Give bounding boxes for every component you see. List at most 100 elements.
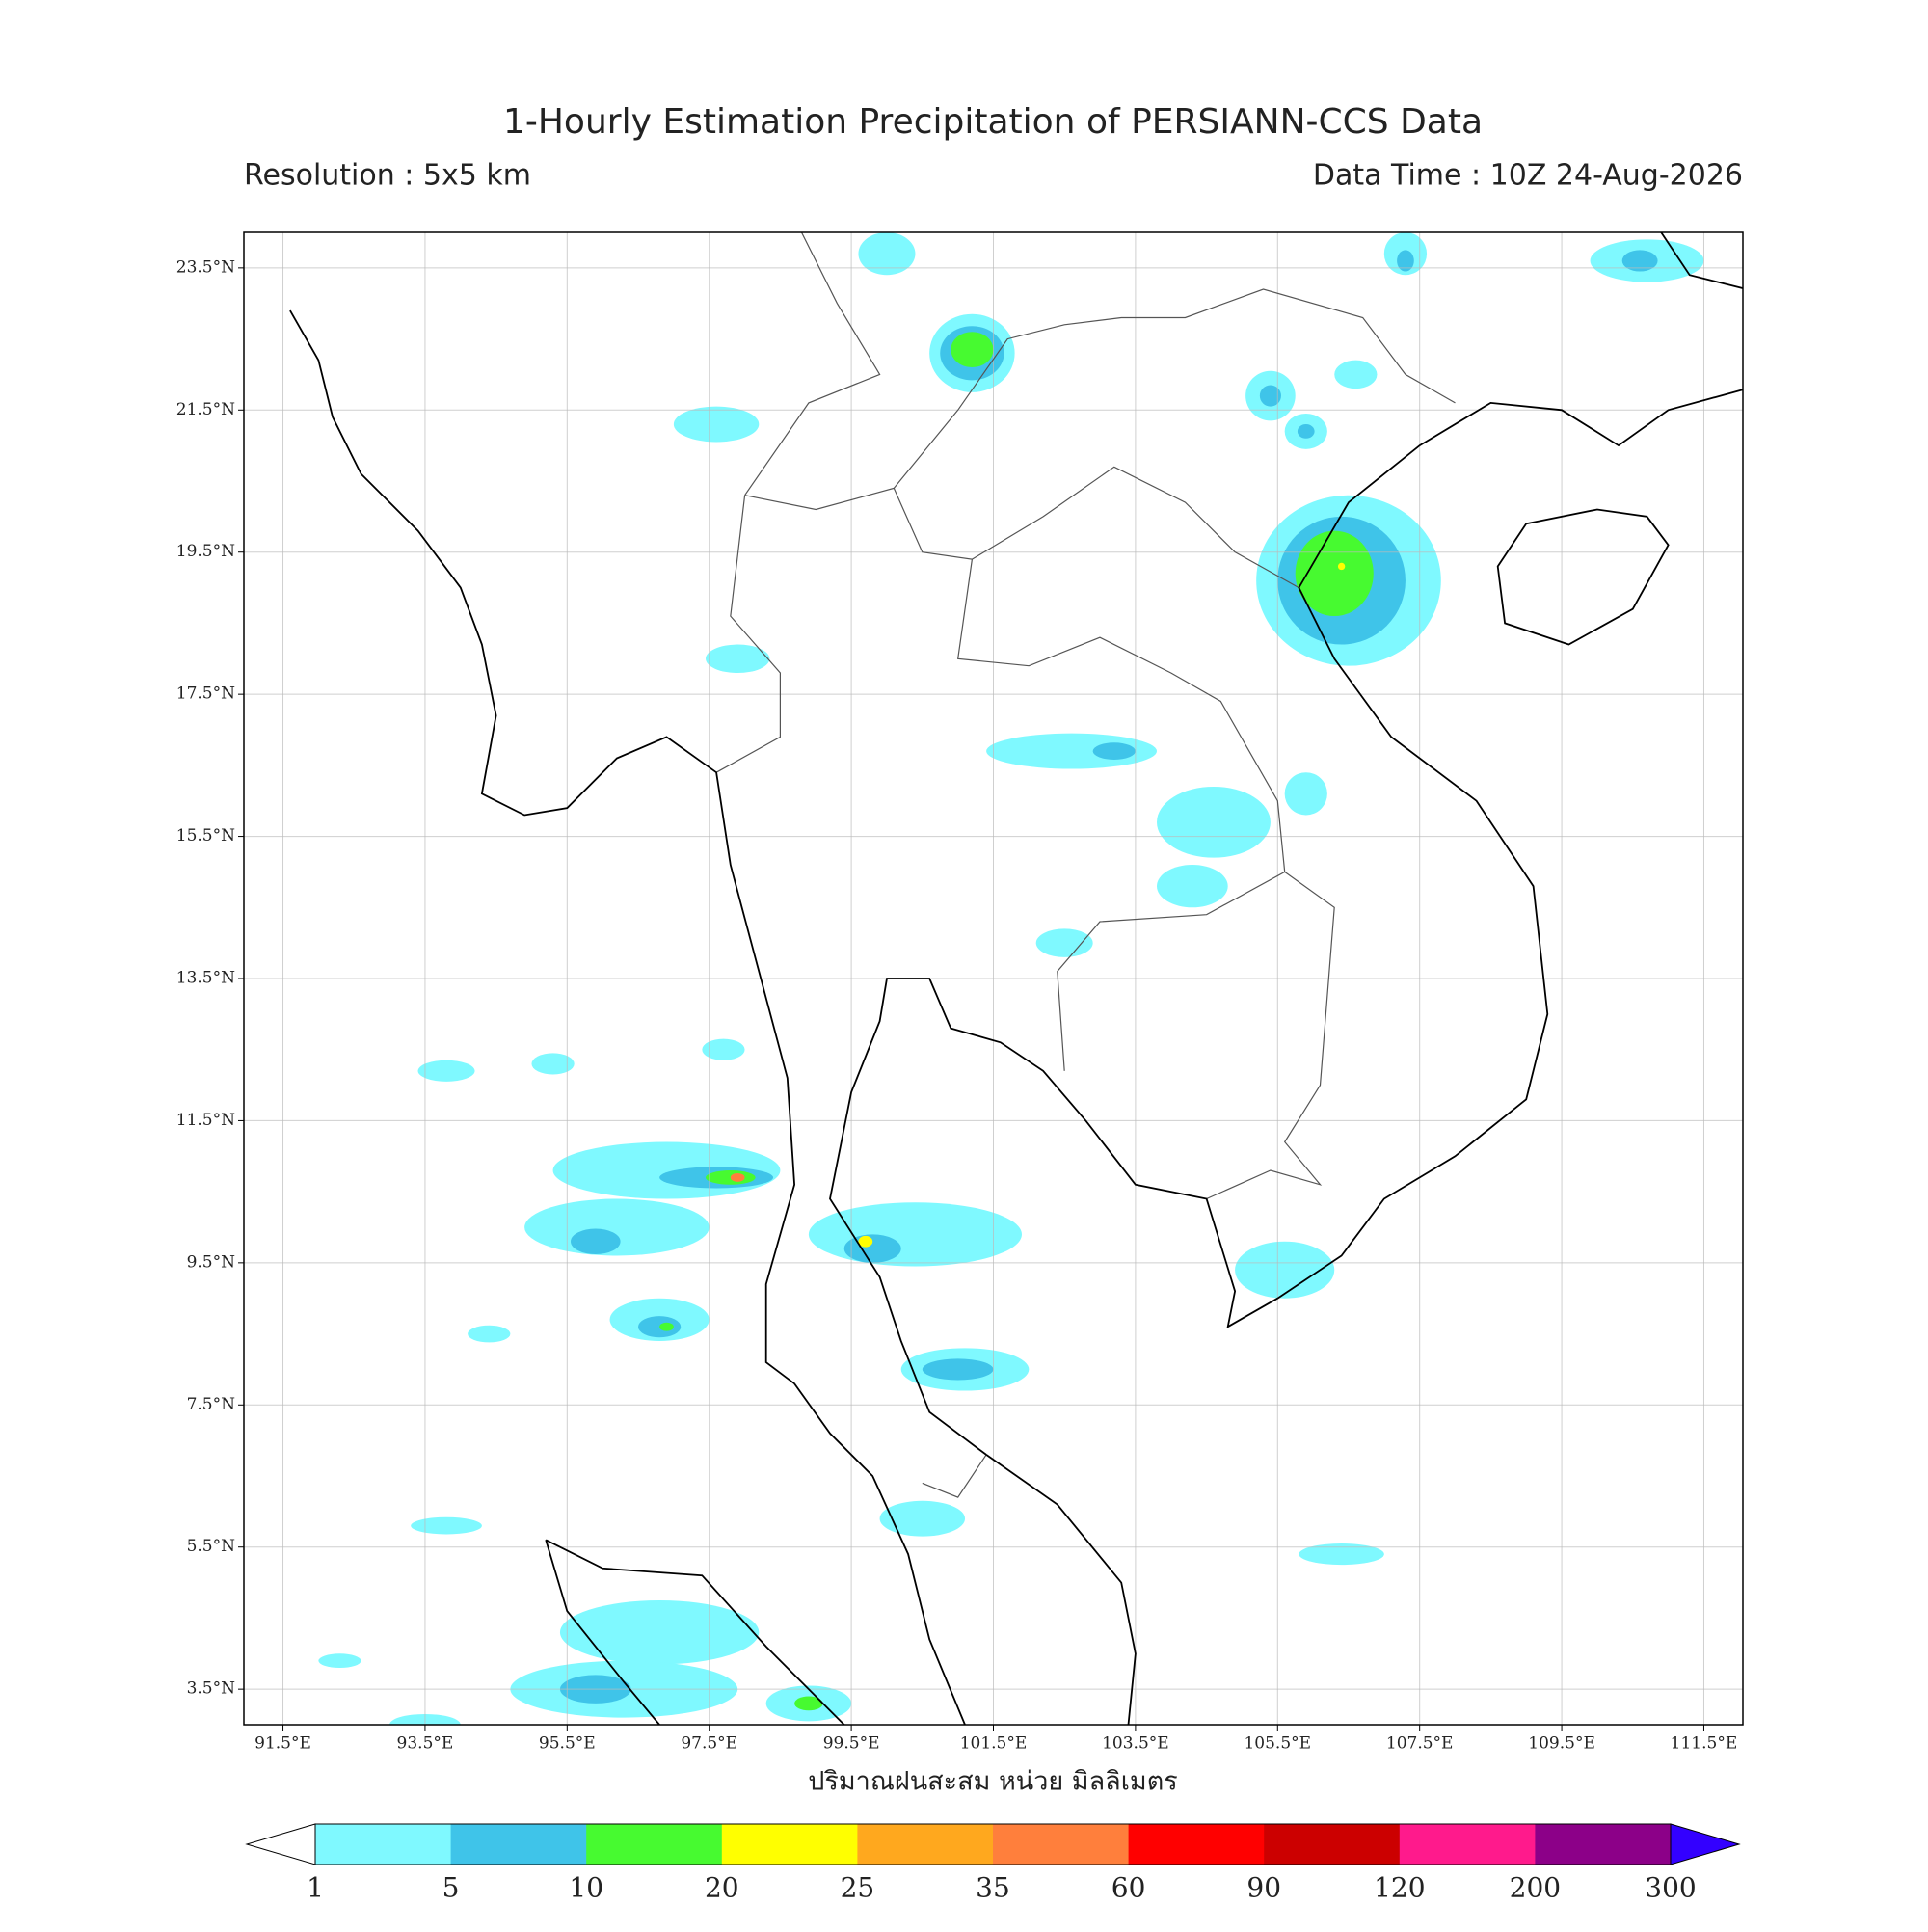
precip-area	[922, 1358, 994, 1381]
colorbar: 1 5 10 20 25 35 60 90 120 200 300	[245, 1823, 1741, 1904]
precip-area	[706, 1170, 756, 1185]
colorbar-tick-label: 1	[307, 1872, 324, 1904]
lon-tick-label: 93.5°E	[397, 1734, 454, 1754]
lat-tick-label: 23.5°N	[176, 257, 235, 277]
lon-tick-label: 97.5°E	[681, 1734, 737, 1754]
colorbar-swatch	[315, 1824, 452, 1865]
colorbar-tick-label: 35	[976, 1872, 1010, 1904]
precip-area	[858, 1235, 873, 1248]
lon-tick-label: 105.5°E	[1244, 1734, 1311, 1754]
colorbar-swatch	[993, 1824, 1130, 1865]
lon-tick-label: 91.5°E	[254, 1734, 311, 1754]
coastline	[985, 1454, 1137, 1725]
colorbar-swatch	[450, 1824, 587, 1865]
data-time: Data Time : 10Z 24-Aug-2026	[1313, 159, 1743, 193]
colorbar-frame	[314, 1823, 1672, 1865]
precip-area	[1035, 928, 1093, 957]
precip-area	[706, 644, 770, 674]
coastline	[829, 389, 1743, 1456]
precip-area	[951, 332, 994, 368]
colorbar-swatch	[1128, 1824, 1265, 1865]
colorbar-tick-label: 5	[442, 1872, 460, 1904]
colorbar-over	[1670, 1823, 1741, 1865]
precip-area	[1299, 1543, 1384, 1566]
precip-area	[986, 733, 1158, 769]
lat-tick-label: 5.5°N	[187, 1537, 236, 1556]
colorbar-tick-label: 60	[1111, 1872, 1146, 1904]
precip-area	[858, 232, 916, 276]
coastline	[289, 309, 966, 1725]
lat-tick-label: 7.5°N	[187, 1395, 236, 1414]
border	[744, 232, 881, 496]
colorbar-swatch	[586, 1824, 723, 1865]
precip-area	[1157, 865, 1228, 908]
border	[1206, 871, 1335, 1200]
precip-area	[1157, 786, 1271, 858]
coastline	[1660, 232, 1743, 289]
colorbar-tick-label: 25	[841, 1872, 875, 1904]
coastline	[1496, 508, 1670, 646]
precip-area	[468, 1325, 511, 1343]
lon-tick-label: 107.5°E	[1386, 1734, 1454, 1754]
colorbar-swatch	[721, 1824, 858, 1865]
lon-tick-label: 95.5°E	[539, 1734, 596, 1754]
colorbar-swatch	[1399, 1824, 1536, 1865]
lat-tick-label: 21.5°N	[176, 400, 235, 419]
colorbar-tick-label: 90	[1246, 1872, 1281, 1904]
colorbar-tick-label: 300	[1645, 1872, 1696, 1904]
precip-area	[1235, 1241, 1335, 1299]
resolution: Resolution : 5x5 km	[244, 159, 531, 193]
precip-area	[1334, 360, 1378, 389]
precip-area	[318, 1653, 362, 1669]
precip-area	[702, 1038, 745, 1060]
precip-area	[571, 1228, 621, 1255]
precip-area	[411, 1516, 482, 1535]
colorbar-tick-label: 10	[569, 1872, 603, 1904]
lon-tick-label: 103.5°E	[1102, 1734, 1169, 1754]
precip-area	[1284, 772, 1327, 816]
lat-tick-label: 11.5°N	[176, 1111, 235, 1130]
precip-area	[559, 1600, 760, 1665]
precip-area	[659, 1322, 674, 1331]
lon-tick-label: 111.5°E	[1671, 1734, 1738, 1754]
precip-area	[1621, 250, 1658, 272]
precip-area	[673, 406, 760, 443]
border	[715, 495, 781, 773]
border	[744, 487, 1286, 1071]
colorbar-swatch	[1535, 1824, 1672, 1865]
border	[972, 466, 1299, 589]
precip-area	[417, 1060, 475, 1082]
precip-area	[1092, 742, 1136, 760]
title: 1-Hourly Estimation Precipitation of PER…	[503, 102, 1483, 142]
precip-area	[531, 1053, 575, 1075]
colorbar-tick-label: 200	[1510, 1872, 1561, 1904]
lon-tick-label: 109.5°E	[1528, 1734, 1595, 1754]
map-area	[244, 232, 1743, 1725]
lat-tick-label: 19.5°N	[176, 542, 235, 561]
lon-tick-label: 101.5°E	[960, 1734, 1028, 1754]
colorbar-tick-label: 120	[1374, 1872, 1425, 1904]
precip-area	[1259, 385, 1281, 407]
precip-area	[794, 1696, 823, 1711]
lat-tick-label: 9.5°N	[187, 1252, 236, 1272]
colorbar-swatch	[857, 1824, 994, 1865]
precip-area	[808, 1202, 1022, 1267]
colorbar-swatch	[1264, 1824, 1401, 1865]
precip-area	[730, 1172, 745, 1182]
border	[922, 1454, 987, 1498]
precip-area	[1397, 250, 1414, 272]
lon-tick-label: 99.5°E	[823, 1734, 880, 1754]
lat-tick-label: 17.5°N	[176, 684, 235, 704]
precip-area	[844, 1234, 901, 1263]
precip-area	[1297, 424, 1315, 439]
coastline	[545, 1539, 845, 1725]
lat-tick-label: 13.5°N	[176, 969, 235, 988]
precip-area	[879, 1500, 966, 1537]
lat-tick-label: 3.5°N	[187, 1679, 236, 1699]
coastline	[545, 1540, 660, 1725]
precip-area	[1337, 562, 1346, 571]
lat-tick-label: 15.5°N	[176, 826, 235, 845]
border	[893, 288, 1456, 489]
colorbar-tick-label: 20	[705, 1872, 739, 1904]
